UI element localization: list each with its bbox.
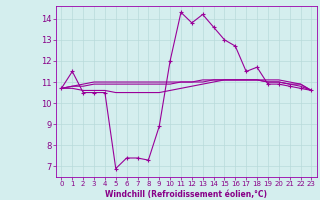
X-axis label: Windchill (Refroidissement éolien,°C): Windchill (Refroidissement éolien,°C) <box>105 190 268 199</box>
